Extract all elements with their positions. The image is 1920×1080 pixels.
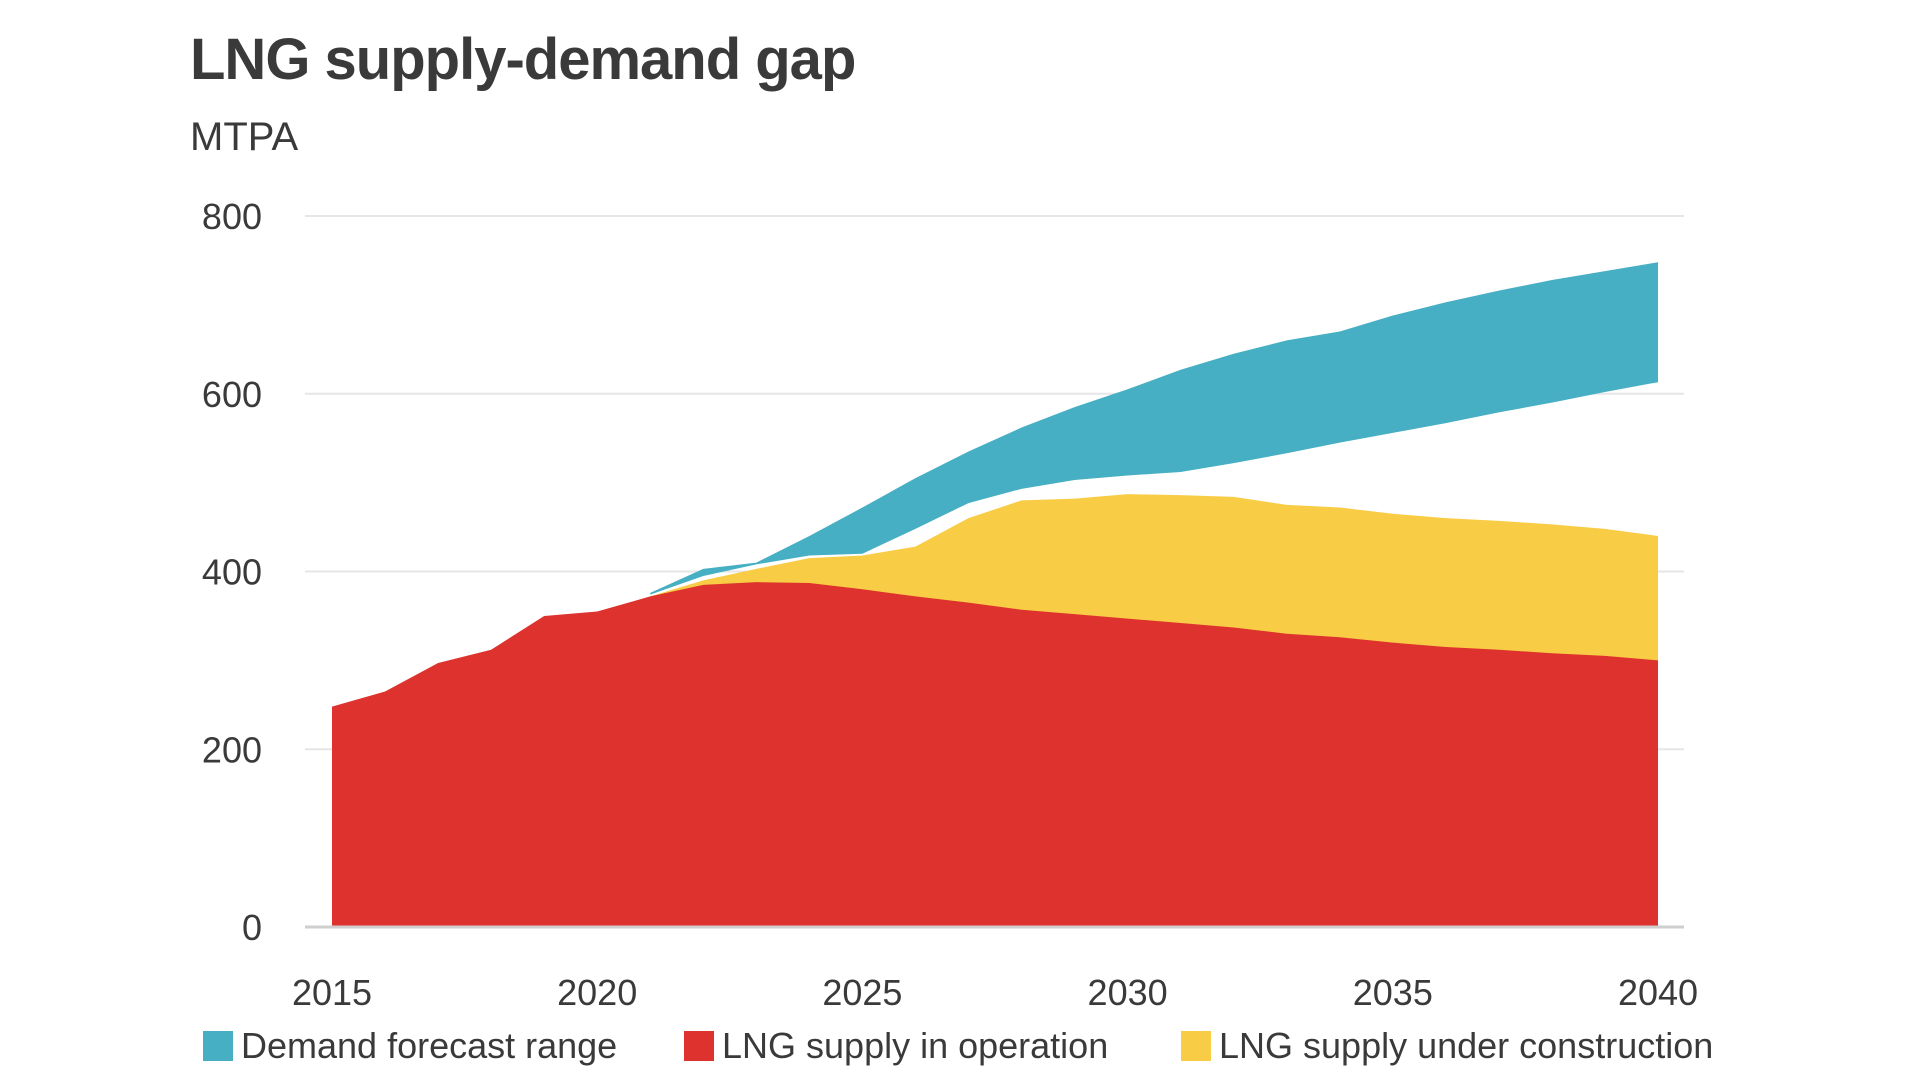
legend-swatch — [1181, 1031, 1211, 1061]
legend-swatch — [203, 1031, 233, 1061]
legend-label: LNG supply in operation — [722, 1025, 1109, 1066]
y-tick-label: 400 — [202, 552, 262, 593]
x-tick-label: 2040 — [1618, 972, 1698, 1013]
x-tick-label: 2025 — [822, 972, 902, 1013]
chart-title: LNG supply-demand gap — [190, 27, 856, 92]
x-tick-label: 2015 — [292, 972, 372, 1013]
x-tick-label: 2035 — [1353, 972, 1433, 1013]
legend-label: Demand forecast range — [241, 1025, 618, 1066]
x-tick-label: 2020 — [557, 972, 637, 1013]
y-tick-label: 0 — [242, 907, 262, 948]
demand-forecast-area — [650, 262, 1658, 595]
legend-item-operation: LNG supply in operation — [684, 1025, 1108, 1067]
y-tick-label: 200 — [202, 729, 262, 770]
chart-subtitle: MTPA — [190, 115, 299, 159]
operation-area — [332, 582, 1658, 927]
legend-item-construction: LNG supply under construction — [1181, 1025, 1713, 1067]
legend-swatch — [684, 1031, 714, 1061]
legend-label: LNG supply under construction — [1219, 1025, 1714, 1066]
x-tick-label: 2030 — [1088, 972, 1168, 1013]
legend-item-demand: Demand forecast range — [203, 1025, 617, 1067]
y-tick-label: 800 — [202, 196, 262, 237]
y-tick-label: 600 — [202, 374, 262, 415]
